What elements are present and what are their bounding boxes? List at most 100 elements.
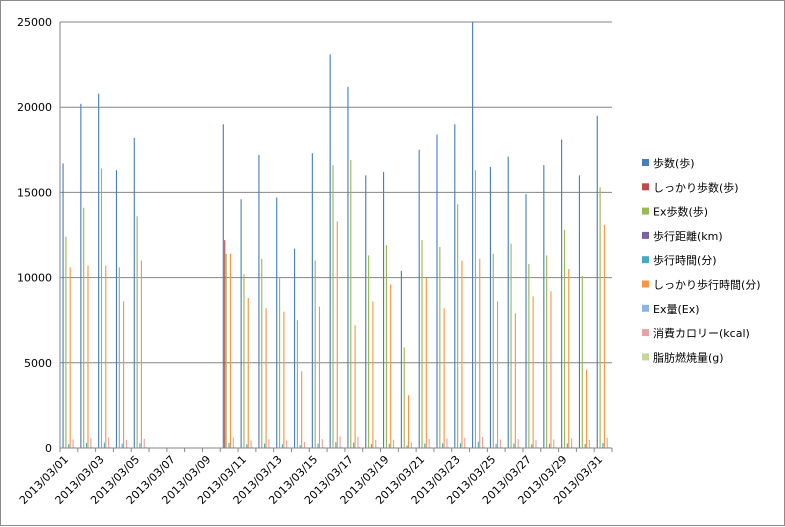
legend-label: 歩数(歩) <box>653 156 695 170</box>
bar <box>464 438 465 448</box>
bar <box>317 444 318 448</box>
bar <box>119 267 120 448</box>
bar <box>461 261 462 448</box>
bar <box>357 437 358 448</box>
bar <box>126 440 127 448</box>
bar <box>531 444 532 448</box>
bar <box>70 267 71 448</box>
bar <box>567 443 568 448</box>
bar <box>475 170 476 448</box>
bar <box>241 199 242 448</box>
bar <box>347 87 348 448</box>
bar <box>482 437 483 448</box>
bar <box>543 165 544 448</box>
bar <box>123 301 124 448</box>
bar <box>393 440 394 448</box>
legend-label: しっかり歩行時間(分) <box>653 278 761 292</box>
bar <box>226 254 227 448</box>
bar <box>134 138 135 448</box>
bar <box>297 320 298 448</box>
bar <box>372 301 373 448</box>
legend-label: 歩行距離(km) <box>653 229 723 243</box>
bar <box>564 230 565 448</box>
bar <box>337 221 338 448</box>
bar <box>597 116 598 448</box>
bar <box>353 443 354 448</box>
bar <box>72 439 73 448</box>
bar <box>83 208 84 448</box>
bar <box>228 443 229 448</box>
bar <box>549 444 550 448</box>
y-tick-label: 15000 <box>17 186 52 199</box>
bar <box>386 245 387 448</box>
bar <box>513 444 514 448</box>
bar <box>355 325 356 448</box>
bar <box>561 140 562 448</box>
legend-label: Ex歩数(歩) <box>653 205 708 219</box>
bar <box>429 439 430 448</box>
bar <box>137 216 138 448</box>
bar <box>497 301 498 448</box>
y-tick-label: 25000 <box>17 16 52 29</box>
bars <box>62 22 609 448</box>
bar <box>264 444 265 448</box>
bar <box>528 264 529 448</box>
bar <box>383 172 384 448</box>
bar <box>490 167 491 448</box>
bar <box>419 150 420 448</box>
bar <box>350 160 351 448</box>
bar <box>446 439 447 448</box>
bar <box>442 443 443 448</box>
bar <box>546 255 547 448</box>
bar <box>533 296 534 448</box>
bar <box>421 240 422 448</box>
bar <box>332 165 333 448</box>
bar <box>518 439 519 448</box>
bar <box>98 94 99 448</box>
bar <box>404 347 405 448</box>
bar <box>408 395 409 448</box>
bar <box>525 194 526 448</box>
bar <box>330 54 331 448</box>
bar <box>582 276 583 448</box>
bar <box>248 298 249 448</box>
bar <box>108 437 109 448</box>
legend-swatch <box>642 208 649 215</box>
bar <box>335 442 336 448</box>
bar <box>224 240 225 448</box>
legend-swatch <box>642 353 649 360</box>
bar <box>243 274 244 448</box>
bar <box>500 439 501 448</box>
bar <box>571 438 572 448</box>
bar <box>86 443 87 448</box>
bar <box>282 444 283 448</box>
bar <box>607 438 608 448</box>
bar <box>258 155 259 448</box>
bar <box>261 259 262 448</box>
legend-swatch <box>642 183 649 190</box>
bar <box>87 266 88 448</box>
bar <box>312 153 313 448</box>
bar <box>276 198 277 448</box>
legend-swatch <box>642 329 649 336</box>
bar <box>301 371 302 448</box>
bar <box>457 204 458 448</box>
bar <box>80 104 81 448</box>
bar <box>246 444 247 448</box>
legend-label: しっかり歩数(歩) <box>653 180 739 194</box>
bar <box>411 443 412 448</box>
bar <box>426 278 427 448</box>
bar <box>371 444 372 448</box>
legend-swatch <box>642 232 649 239</box>
legend: 歩数(歩)しっかり歩数(歩)Ex歩数(歩)歩行距離(km)歩行時間(分)しっかり… <box>642 156 761 364</box>
bar <box>105 266 106 448</box>
bar <box>283 312 284 448</box>
y-tick-label: 5000 <box>24 357 52 370</box>
bar <box>68 444 69 448</box>
bar <box>493 254 494 448</box>
bar <box>568 269 569 448</box>
bar <box>472 22 473 448</box>
legend-label: 脂肪燃焼量(g) <box>653 350 724 364</box>
y-tick-label: 0 <box>45 442 52 455</box>
